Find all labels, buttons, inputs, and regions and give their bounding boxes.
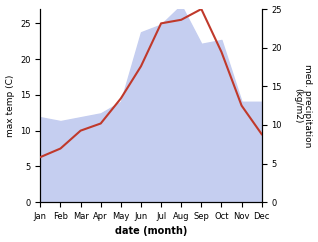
Y-axis label: max temp (C): max temp (C) xyxy=(5,75,15,137)
X-axis label: date (month): date (month) xyxy=(115,227,187,236)
Y-axis label: med. precipitation
(kg/m2): med. precipitation (kg/m2) xyxy=(293,64,313,147)
